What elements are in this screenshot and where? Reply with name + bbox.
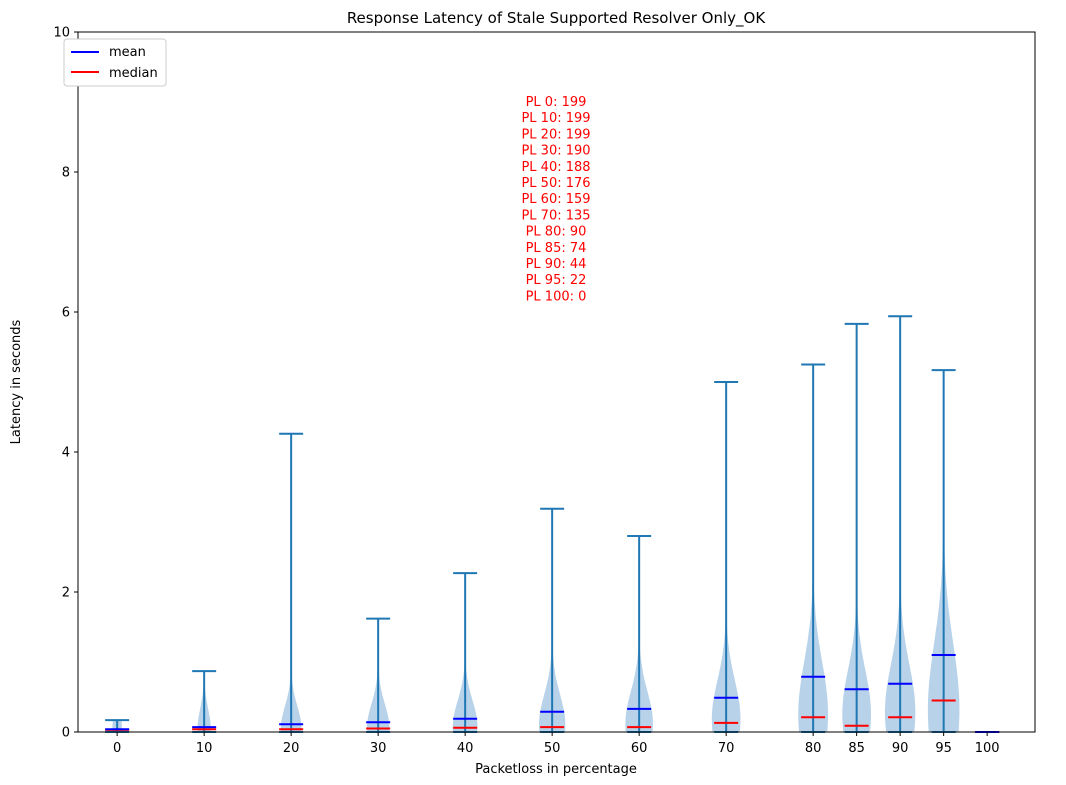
legend-box	[63, 38, 167, 87]
y-axis: 0 2 4 6 8 10	[53, 26, 78, 741]
pl-count-line: PL 100: 0	[526, 289, 587, 304]
x-tick-label: 80	[805, 741, 822, 756]
pl-count-line: PL 80: 90	[526, 225, 587, 240]
pl-count-line: PL 40: 188	[521, 160, 590, 175]
y-tick-label: 2	[62, 586, 70, 601]
x-tick-label: 50	[544, 741, 561, 756]
pl-count-line: PL 50: 176	[521, 176, 590, 191]
y-tick-label: 6	[62, 306, 70, 321]
x-tick-label: 70	[718, 741, 735, 756]
x-tick-label: 20	[283, 741, 300, 756]
x-tick-label: 0	[113, 741, 121, 756]
x-tick-label: 10	[196, 741, 213, 756]
axes-frame	[77, 31, 1036, 733]
x-tick-label: 90	[892, 741, 909, 756]
x-tick-label: 30	[370, 741, 387, 756]
legend-mean-label: mean	[109, 45, 146, 60]
x-tick-label: 100	[975, 741, 1000, 756]
pl-count-line: PL 85: 74	[526, 241, 587, 256]
x-tick-label: 95	[935, 741, 952, 756]
pl-count-line: PL 30: 190	[521, 144, 590, 159]
x-axis-label: Packetloss in percentage	[475, 762, 637, 777]
pl-count-line: PL 10: 199	[521, 111, 590, 126]
x-axis: 0 10 20 30 40 50 60 70 80 85 90 95 100	[113, 732, 1000, 756]
y-axis-label: Latency in seconds	[9, 319, 24, 444]
y-tick-label: 0	[62, 726, 70, 741]
pl-count-line: PL 0: 199	[526, 95, 587, 110]
y-tick-label: 4	[62, 446, 70, 461]
legend-median-label: median	[109, 66, 158, 81]
y-tick-label: 10	[53, 26, 70, 41]
x-tick-label: 40	[457, 741, 474, 756]
x-tick-label: 60	[631, 741, 648, 756]
legend: mean median	[63, 38, 167, 87]
pl-count-line: PL 70: 135	[521, 208, 590, 223]
plot-area	[105, 315, 1000, 733]
x-tick-label: 85	[848, 741, 865, 756]
pl-count-line: PL 90: 44	[526, 257, 587, 272]
pl-count-line: PL 60: 159	[521, 192, 590, 207]
pl-count-line: PL 20: 199	[521, 127, 590, 142]
pl-count-line: PL 95: 22	[526, 273, 587, 288]
chart-title: Response Latency of Stale Supported Reso…	[347, 9, 767, 28]
y-tick-label: 8	[62, 166, 70, 181]
